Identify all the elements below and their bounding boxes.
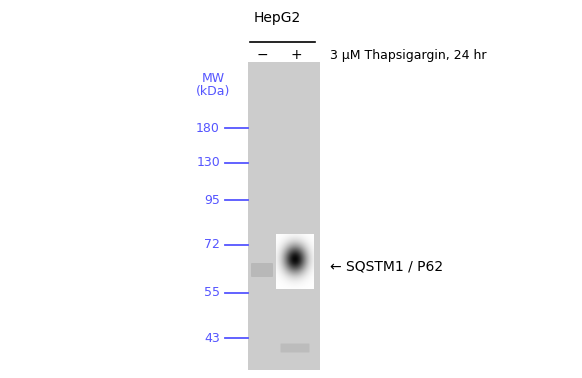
- Text: 3 μM Thapsigargin, 24 hr: 3 μM Thapsigargin, 24 hr: [330, 48, 487, 62]
- Text: MW: MW: [201, 72, 225, 85]
- Text: (kDa): (kDa): [196, 85, 230, 98]
- Text: +: +: [290, 48, 302, 62]
- FancyBboxPatch shape: [251, 263, 273, 277]
- Text: ← SQSTM1 / P62: ← SQSTM1 / P62: [330, 260, 443, 274]
- Text: −: −: [256, 48, 268, 62]
- Text: 180: 180: [196, 121, 220, 135]
- Bar: [248, 62, 320, 370]
- Text: 72: 72: [204, 239, 220, 251]
- Text: 43: 43: [204, 332, 220, 344]
- Text: 55: 55: [204, 287, 220, 299]
- Text: 130: 130: [196, 156, 220, 169]
- Text: 95: 95: [204, 194, 220, 206]
- Text: HepG2: HepG2: [253, 11, 301, 25]
- FancyBboxPatch shape: [281, 344, 310, 353]
